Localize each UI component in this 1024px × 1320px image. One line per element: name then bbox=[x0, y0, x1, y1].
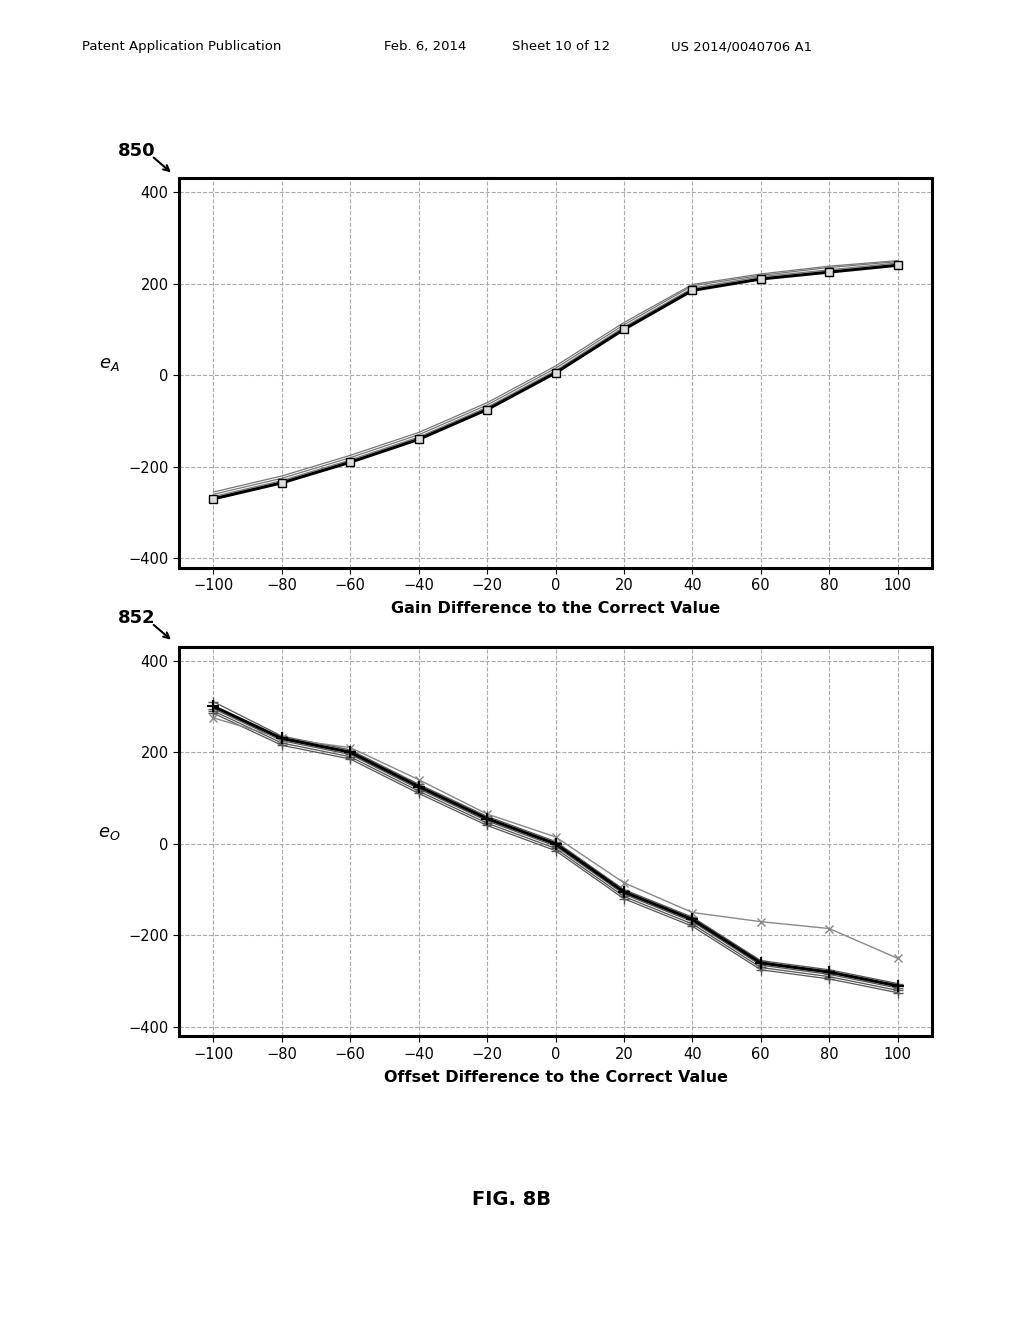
Text: FIG. 8B: FIG. 8B bbox=[472, 1191, 552, 1209]
Text: Sheet 10 of 12: Sheet 10 of 12 bbox=[512, 40, 610, 53]
Text: 850: 850 bbox=[118, 141, 156, 160]
X-axis label: Offset Difference to the Correct Value: Offset Difference to the Correct Value bbox=[384, 1071, 727, 1085]
Text: US 2014/0040706 A1: US 2014/0040706 A1 bbox=[671, 40, 812, 53]
Text: 852: 852 bbox=[118, 609, 156, 627]
Text: Feb. 6, 2014: Feb. 6, 2014 bbox=[384, 40, 466, 53]
Text: Patent Application Publication: Patent Application Publication bbox=[82, 40, 282, 53]
X-axis label: Gain Difference to the Correct Value: Gain Difference to the Correct Value bbox=[391, 602, 720, 616]
Y-axis label: $e_A$: $e_A$ bbox=[98, 355, 120, 374]
Y-axis label: $e_O$: $e_O$ bbox=[97, 824, 120, 842]
